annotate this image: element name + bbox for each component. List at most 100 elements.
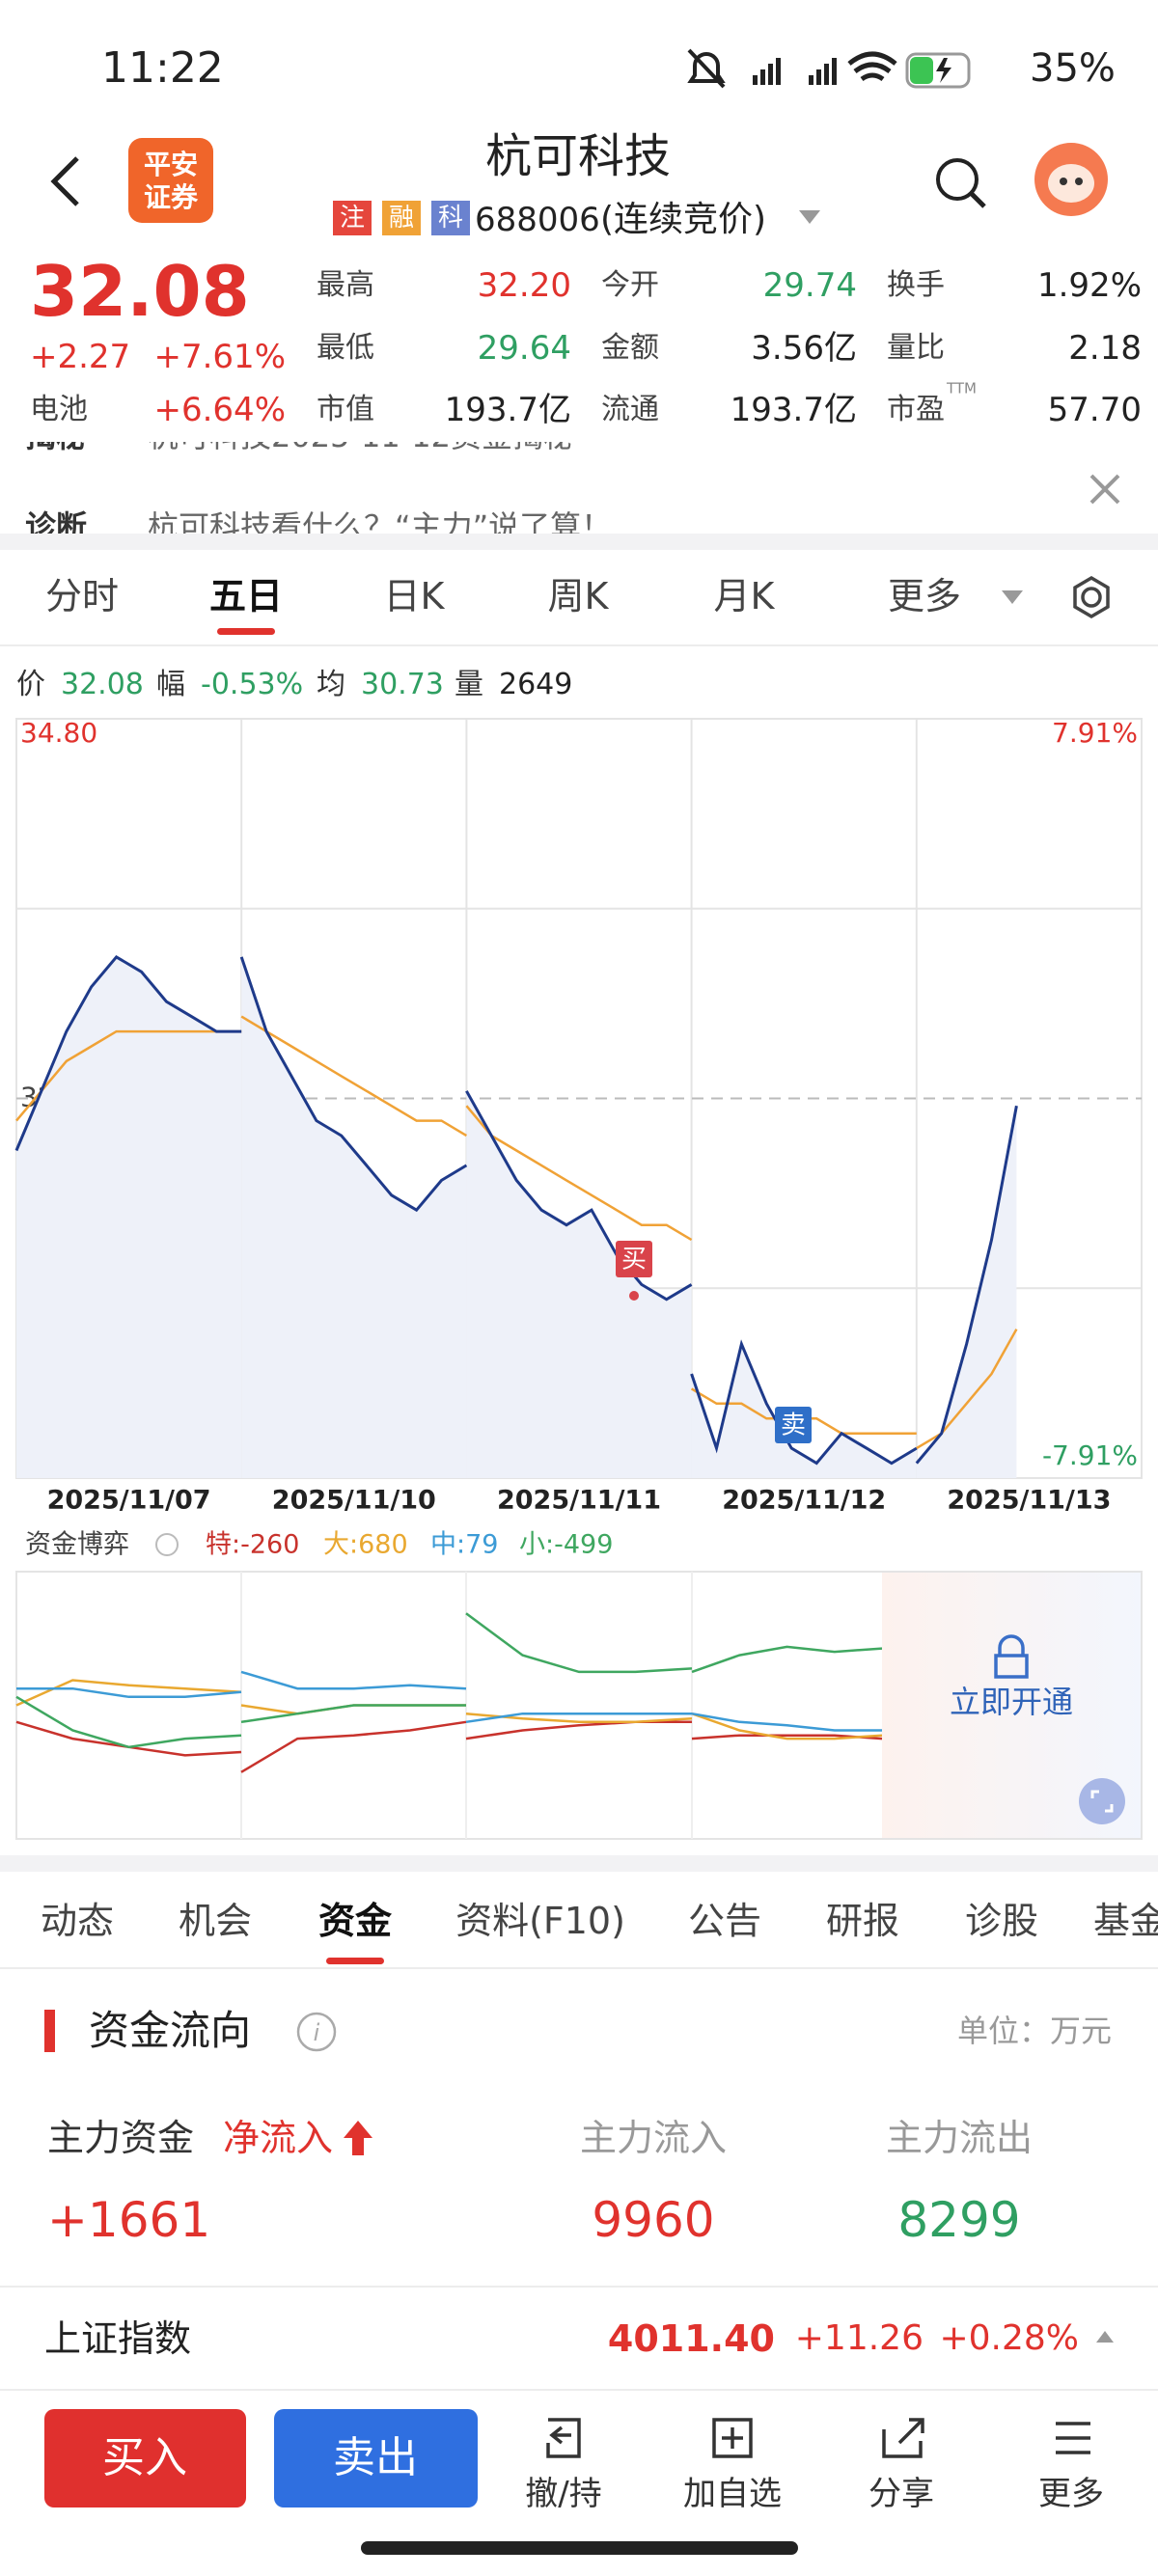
stat-label: 最高	[317, 268, 374, 302]
y2-tick-label: -7.91%	[1042, 1439, 1138, 1471]
stat-label: 换手	[887, 268, 945, 302]
logo-text: 平安	[143, 149, 199, 180]
sell-label: 卖出	[333, 2433, 418, 2482]
action-label[interactable]: 加自选	[683, 2475, 782, 2513]
price-change-pct: +7.61%	[153, 338, 287, 376]
info-icon[interactable]: i	[295, 2011, 338, 2053]
wifi-icon	[847, 51, 897, 82]
section-tab[interactable]: 诊股	[964, 1900, 1039, 1942]
action-icons	[546, 2418, 1090, 2458]
x-tick-label: 2025/11/10	[272, 1486, 436, 1516]
info-label: 价	[16, 668, 45, 701]
stock-name: 杭可科技	[484, 129, 672, 183]
divider	[0, 1967, 1158, 1969]
stat-value: 193.7亿	[730, 391, 857, 429]
stat-value: 32.20	[477, 266, 571, 305]
inflow-value: 9960	[592, 2192, 715, 2248]
stat-label: 量比	[887, 331, 945, 365]
unit-label: 单位：万元	[956, 2013, 1112, 2049]
stat-value: 29.64	[477, 329, 571, 368]
stat-value: 2.18	[1068, 329, 1142, 368]
outflow-value: 8299	[897, 2192, 1021, 2248]
sell-marker	[775, 1407, 812, 1443]
tab-underline	[326, 1958, 384, 1964]
notice-text[interactable]: 杭可科技2025-11-12资金揭秘	[148, 442, 574, 452]
section-tab[interactable]: 资料(F10)	[455, 1900, 625, 1942]
trade-status: (连续竞价)	[600, 200, 767, 239]
section-tab[interactable]: 资金	[317, 1900, 393, 1942]
sell-button[interactable]: 卖出	[274, 2409, 478, 2507]
dropdown-caret[interactable]	[797, 208, 822, 226]
legend-entry: 中:79	[430, 1530, 498, 1560]
chart-tab[interactable]: 更多	[887, 575, 962, 617]
section-marker	[44, 2010, 55, 2052]
fund-line	[240, 1704, 466, 1724]
action-label[interactable]: 分享	[868, 2475, 934, 2513]
index-caret[interactable]	[1094, 2329, 1116, 2344]
signal-icon	[753, 58, 837, 85]
buy-marker	[616, 1241, 652, 1277]
chart-tab[interactable]: 五日	[208, 575, 284, 617]
more-caret[interactable]	[1000, 589, 1025, 606]
expand-button[interactable]	[1079, 1778, 1125, 1824]
price-area	[241, 956, 467, 1478]
tag: 科	[431, 201, 470, 235]
action-label[interactable]: 更多	[1038, 2475, 1104, 2513]
separator	[0, 534, 1158, 550]
price-area	[16, 956, 242, 1478]
separator	[0, 1855, 1158, 1872]
legend-entry: 小:-499	[519, 1530, 613, 1560]
price-line	[465, 1090, 693, 1302]
price-change: +2.27	[30, 338, 131, 376]
info-value: -0.53%	[201, 668, 304, 701]
watchlist-icon[interactable]	[712, 2418, 753, 2458]
section-tab[interactable]: 基金	[1092, 1900, 1158, 1942]
back-button[interactable]	[46, 154, 85, 208]
index-change: +11.26	[794, 2318, 924, 2358]
search-button[interactable]	[932, 154, 990, 212]
chart-tab[interactable]: 分时	[44, 575, 120, 617]
divider	[0, 644, 1158, 646]
expand-icon	[1090, 1790, 1114, 1813]
action-label[interactable]: 撤/持	[525, 2475, 602, 2513]
info-label: 幅	[156, 668, 185, 701]
unlock-button[interactable]: 立即开通	[950, 1684, 1073, 1720]
info-value: 30.73	[361, 668, 444, 701]
index-change-pct: +0.28%	[939, 2318, 1079, 2358]
withdraw-icon[interactable]	[546, 2418, 581, 2458]
avatar[interactable]	[1033, 141, 1110, 218]
battery-level	[910, 57, 933, 84]
settings-button[interactable]	[1069, 575, 1114, 619]
up-arrow	[344, 2121, 372, 2155]
fund-line	[240, 1670, 467, 1690]
lock-icon	[994, 1634, 1029, 1679]
section-tab[interactable]: 公告	[687, 1900, 762, 1942]
stat-label: 市值	[317, 393, 374, 426]
chart-tab[interactable]: 日K	[383, 575, 445, 617]
more-icon[interactable]	[1056, 2422, 1090, 2454]
status-time: 11:22	[101, 43, 224, 93]
chart-tab[interactable]: 月K	[713, 575, 775, 617]
close-notice[interactable]	[1089, 473, 1121, 506]
broker-logo: 平安 证券	[128, 138, 213, 223]
sell-marker-label: 卖	[781, 1411, 806, 1440]
section-tab[interactable]: 研报	[825, 1900, 900, 1942]
notice-tag: 诊断	[25, 508, 88, 534]
y-tick-label: 34.80	[20, 717, 97, 749]
chart-tab[interactable]: 周K	[547, 575, 609, 617]
notice-text[interactable]: 杭可科技看什么？“主力”说了算！	[148, 508, 613, 534]
mute-icon	[687, 48, 726, 89]
net-value: +1661	[47, 2192, 211, 2248]
average-line	[916, 1329, 1018, 1450]
section-tab[interactable]: 机会	[178, 1900, 253, 1942]
section-tab[interactable]: 动态	[40, 1900, 115, 1942]
price-area	[916, 1106, 1017, 1478]
average-line	[240, 1015, 468, 1137]
fund-line	[15, 1695, 242, 1749]
buy-button[interactable]: 买入	[44, 2409, 246, 2507]
sector-name: 电池	[30, 393, 88, 426]
x-tick-label: 2025/11/07	[47, 1486, 211, 1516]
share-icon[interactable]	[882, 2418, 924, 2458]
divider	[0, 2389, 1158, 2391]
